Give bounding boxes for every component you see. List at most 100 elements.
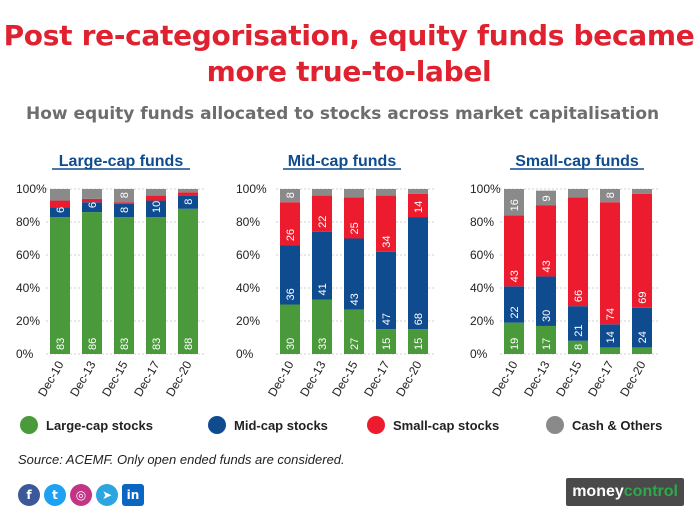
data-label: 21 — [573, 325, 585, 337]
bar-segment-large — [568, 340, 588, 354]
data-label: 88 — [183, 338, 195, 350]
bar-segment-small — [312, 195, 332, 232]
facebook-icon[interactable]: f — [18, 484, 40, 506]
data-label: 22 — [317, 216, 329, 228]
bar-segment-mid — [114, 203, 134, 218]
bar-segment-cash — [408, 189, 428, 194]
bar-segment-mid — [50, 207, 70, 218]
bar-segment-large — [536, 325, 556, 354]
moneycontrol-logo: money control — [566, 478, 684, 506]
data-label: 83 — [119, 338, 131, 350]
logo-part-money: money — [572, 483, 624, 500]
data-label: 14 — [605, 331, 617, 343]
data-label: 83 — [55, 338, 67, 350]
y-tick-label: 60% — [470, 248, 494, 262]
bar-segment-cash — [568, 189, 588, 198]
bar-segment-small — [280, 202, 300, 246]
bar-segment-mid — [82, 202, 102, 213]
data-label: 6 — [87, 202, 99, 208]
bar-segment-small — [178, 192, 198, 196]
data-label: 17 — [541, 338, 553, 350]
data-label: 34 — [381, 235, 393, 247]
x-tick-label: Dec-10 — [35, 358, 67, 399]
data-label: 83 — [151, 338, 163, 350]
bar-segment-large — [280, 304, 300, 354]
data-label: 27 — [349, 338, 361, 350]
x-tick-label: Dec-10 — [489, 358, 521, 399]
data-label: 8 — [573, 344, 585, 350]
data-label: 24 — [637, 331, 649, 343]
data-label: 22 — [509, 306, 521, 318]
data-label: 41 — [317, 283, 329, 295]
bar-segment-mid — [632, 307, 652, 348]
x-tick-label: Dec-15 — [553, 358, 585, 399]
bar-segment-cash — [146, 189, 166, 196]
data-label: 33 — [317, 338, 329, 350]
data-label: 30 — [285, 338, 297, 350]
legend-item-cash: Cash & Others — [546, 415, 662, 435]
bar-segment-mid — [600, 324, 620, 348]
data-label: 14 — [413, 201, 425, 213]
data-label: 8 — [119, 192, 131, 198]
x-tick-label: Dec-15 — [329, 358, 361, 399]
bar-segment-cash — [344, 189, 364, 198]
y-tick-label: 20% — [16, 314, 40, 328]
y-tick-label: 40% — [236, 281, 260, 295]
data-label: 25 — [349, 222, 361, 234]
linkedin-icon[interactable]: in — [122, 484, 144, 506]
data-label: 15 — [381, 338, 393, 350]
legend-swatch-mid-cap — [208, 416, 226, 434]
bar-segment-cash — [600, 189, 620, 203]
bar-segment-large — [376, 329, 396, 354]
bar-segment-small — [536, 205, 556, 277]
y-tick-label: 100% — [16, 182, 47, 196]
data-label: 8 — [183, 199, 195, 205]
bar-segment-cash — [312, 189, 332, 196]
data-label: 9 — [541, 195, 553, 201]
bar-segment-large — [178, 208, 198, 354]
y-tick-label: 0% — [470, 347, 488, 361]
x-tick-label: Dec-20 — [393, 358, 425, 399]
x-tick-label: Dec-20 — [617, 358, 649, 399]
bar-segment-cash — [536, 190, 556, 206]
bar-segment-cash — [376, 189, 396, 196]
bar-segment-small — [504, 215, 524, 287]
chart-subtitle: How equity funds allocated to stocks acr… — [26, 104, 660, 124]
bar-segment-large — [344, 309, 364, 354]
bar-segment-small — [408, 193, 428, 218]
panel-title-small-cap: Small-cap funds — [515, 153, 639, 170]
data-label: 43 — [349, 293, 361, 305]
y-tick-label: 100% — [236, 182, 267, 196]
chart-title-line-1: Post re-categorisation, equity funds bec… — [3, 19, 695, 52]
chart-title: Post re-categorisation, equity funds bec… — [0, 18, 698, 90]
bar-segment-cash — [632, 189, 652, 194]
data-label: 8 — [119, 207, 131, 213]
bar-segment-large — [114, 217, 134, 354]
bar-segment-cash — [178, 189, 198, 193]
data-label: 19 — [509, 338, 521, 350]
y-tick-label: 0% — [16, 347, 34, 361]
bar-segment-mid — [408, 217, 428, 330]
legend-swatch-small-cap — [367, 416, 385, 434]
chart-title-line-2: more true-to-label — [206, 55, 492, 88]
bar-segment-small — [82, 198, 102, 203]
telegram-icon[interactable]: ➤ — [96, 484, 118, 506]
x-tick-label: Dec-17 — [131, 358, 163, 399]
instagram-icon[interactable]: ◎ — [70, 484, 92, 506]
panel-title-large-cap: Large-cap funds — [59, 153, 184, 170]
legend-swatch-large-cap — [20, 416, 38, 434]
x-tick-label: Dec-17 — [361, 358, 393, 399]
data-label: 8 — [605, 192, 617, 198]
x-tick-label: Dec-10 — [265, 358, 297, 399]
x-tick-label: Dec-13 — [67, 358, 99, 399]
bar-segment-mid — [504, 286, 524, 323]
data-label: 68 — [413, 313, 425, 325]
panel-title-mid-cap: Mid-cap funds — [288, 153, 397, 170]
charts-area: Large-cap funds 0% 20% 40% 60% 8 0% 100% 83 6 Dec-… — [16, 153, 658, 399]
data-label: 86 — [87, 338, 99, 350]
bar-segment-cash — [504, 189, 524, 216]
twitter-icon[interactable]: t — [44, 484, 66, 506]
y-tick-label: 100% — [470, 182, 501, 196]
bar-segment-mid — [312, 231, 332, 300]
legend-label-cash: Cash & Others — [572, 417, 663, 433]
